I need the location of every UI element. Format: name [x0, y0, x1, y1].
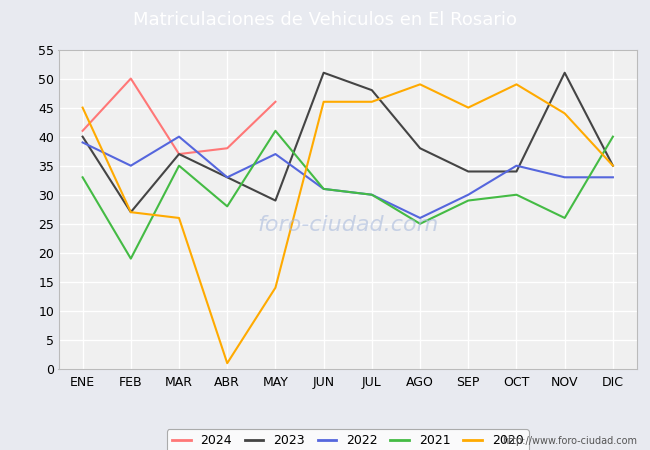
Legend: 2024, 2023, 2022, 2021, 2020: 2024, 2023, 2022, 2021, 2020 [167, 429, 528, 450]
Text: http://www.foro-ciudad.com: http://www.foro-ciudad.com [502, 436, 637, 446]
Text: Matriculaciones de Vehiculos en El Rosario: Matriculaciones de Vehiculos en El Rosar… [133, 11, 517, 29]
Text: foro-ciudad.com: foro-ciudad.com [257, 215, 438, 235]
